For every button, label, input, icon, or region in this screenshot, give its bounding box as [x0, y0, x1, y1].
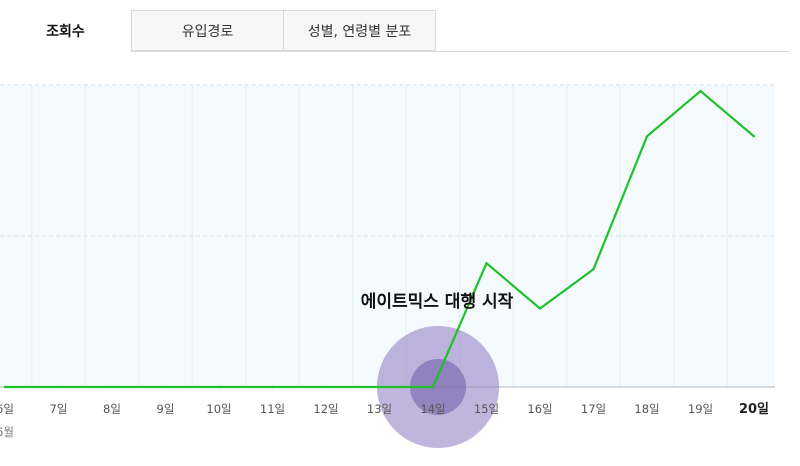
tab-gender-age-distribution[interactable]: 성별, 연령별 분포	[283, 10, 436, 51]
data-point	[57, 385, 60, 389]
data-point	[592, 268, 595, 271]
x-tick-label: 13일	[367, 402, 392, 416]
data-point	[485, 261, 488, 265]
x-tick-label: 8일	[103, 402, 121, 416]
x-tick-label: 17일	[581, 402, 606, 416]
x-tick-label: 10일	[206, 402, 231, 416]
tab-bar-divider	[130, 51, 790, 52]
data-point	[271, 385, 274, 389]
x-tick-label: 12일	[313, 402, 338, 416]
data-point	[699, 89, 702, 93]
data-point	[431, 385, 435, 389]
x-tick-label: 16일	[527, 402, 552, 416]
data-point	[324, 385, 328, 389]
data-point	[645, 135, 649, 138]
x-tick-label: 18일	[634, 402, 659, 416]
data-point	[217, 385, 221, 389]
data-point	[164, 385, 167, 389]
tab-views[interactable]: 조회수	[0, 10, 131, 52]
data-point	[110, 385, 114, 389]
x-tick-label: 7일	[50, 402, 68, 416]
data-point	[3, 385, 7, 389]
data-point	[752, 135, 756, 138]
x-tick-label: 9일	[157, 402, 175, 416]
x-tick-label: 19일	[688, 402, 713, 416]
annotation-inner-circle	[410, 359, 466, 415]
data-point	[378, 385, 381, 389]
annotation-label: 에이트믹스 대행 시작	[361, 292, 514, 312]
x-tick-label: 14일	[420, 402, 445, 416]
tab-bar: 조회수 유입경로 성별, 연령별 분포	[0, 0, 800, 52]
x-month-label: 6월	[0, 425, 14, 439]
data-point	[538, 307, 542, 310]
x-tick-label: 6일	[0, 402, 14, 416]
x-tick-label: 20일	[739, 402, 769, 417]
x-tick-label: 11일	[260, 402, 285, 416]
tab-traffic-sources[interactable]: 유입경로	[131, 10, 284, 51]
x-tick-label: 15일	[474, 402, 499, 416]
